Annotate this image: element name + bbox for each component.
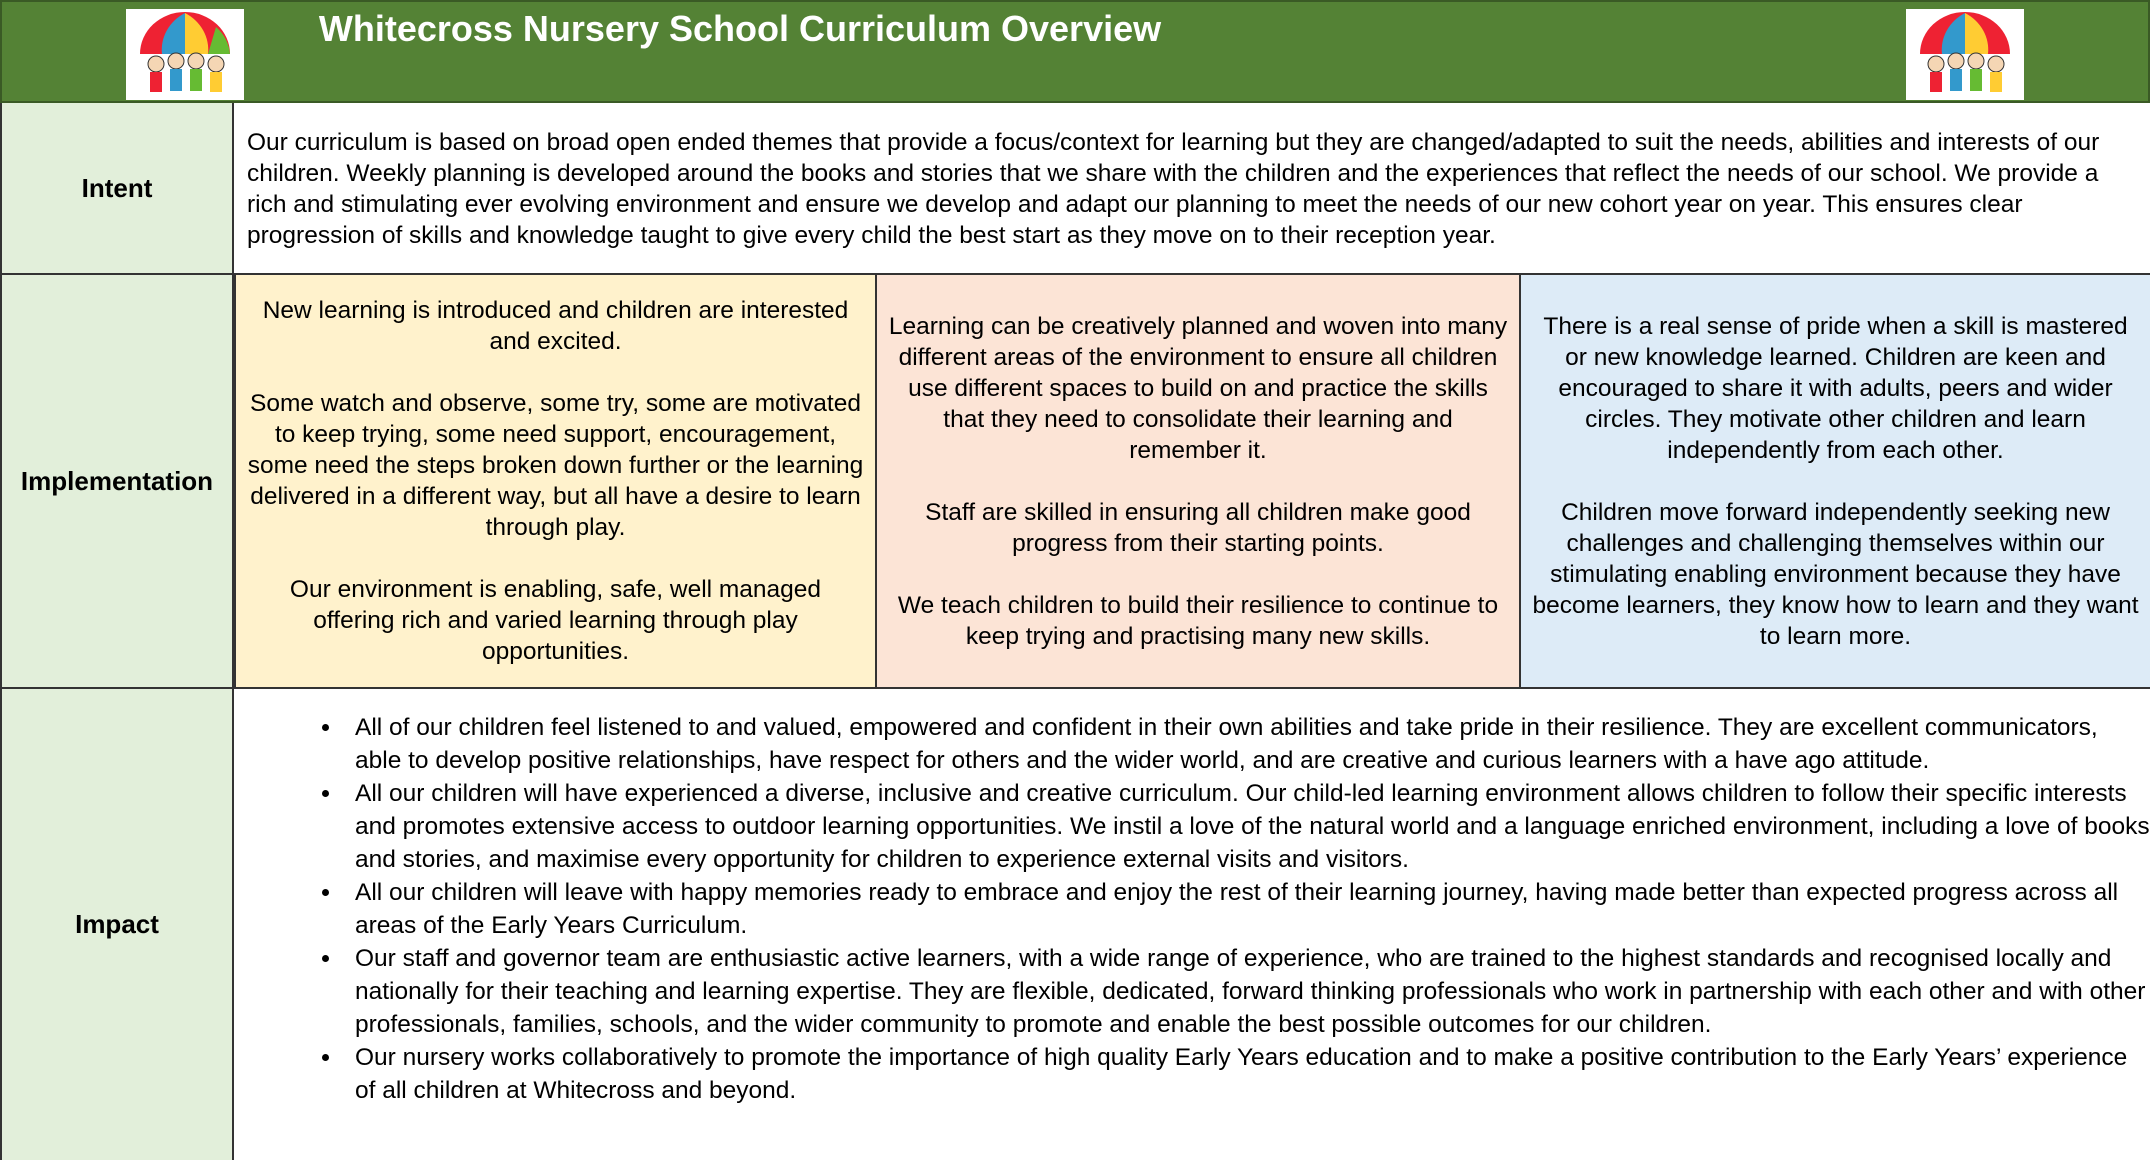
implementation-column: Learning can be creatively planned and w… bbox=[875, 275, 1519, 689]
intent-text: Our curriculum is based on broad open en… bbox=[234, 103, 2150, 275]
paragraph: Our environment is enabling, safe, well … bbox=[289, 576, 822, 665]
paragraph: Learning can be creatively planned and w… bbox=[888, 312, 1508, 464]
implementation-column: New learning is introduced and children … bbox=[234, 275, 875, 689]
header bbox=[0, 0, 2150, 103]
row-label: Implementation bbox=[0, 275, 234, 689]
row-label: Intent bbox=[0, 103, 234, 275]
paragraph: We teach children to build their resilie… bbox=[897, 591, 1499, 650]
logo bbox=[126, 9, 244, 100]
bullet: All of our children feel listened to and… bbox=[343, 711, 2150, 777]
paragraph: Some watch and observe, some try, some a… bbox=[247, 390, 864, 541]
title: Whitecross Nursery School Curriculum Ove… bbox=[318, 8, 1162, 49]
paragraph: Staff are skilled in ensuring all childr… bbox=[925, 498, 1471, 557]
bullet-list: All of our children feel listened to and… bbox=[234, 711, 2150, 1107]
implementation-column: There is a real sense of pride when a sk… bbox=[1519, 275, 2150, 689]
bullet: Our nursery works collaboratively to pro… bbox=[343, 1041, 2150, 1107]
logo bbox=[1906, 9, 2024, 100]
bullet: All our children will have experienced a… bbox=[343, 777, 2150, 876]
paragraph: New learning is introduced and children … bbox=[262, 297, 849, 355]
impact: All of our children feel listened to and… bbox=[234, 689, 2150, 1160]
bullet: Our staff and governor team are enthusia… bbox=[343, 942, 2150, 1041]
bullet: All our children will leave with happy m… bbox=[343, 876, 2150, 942]
paragraph: Children move forward independently seek… bbox=[1532, 498, 2139, 650]
paragraph: There is a real sense of pride when a sk… bbox=[1543, 312, 2128, 464]
row-label: Impact bbox=[0, 689, 234, 1160]
